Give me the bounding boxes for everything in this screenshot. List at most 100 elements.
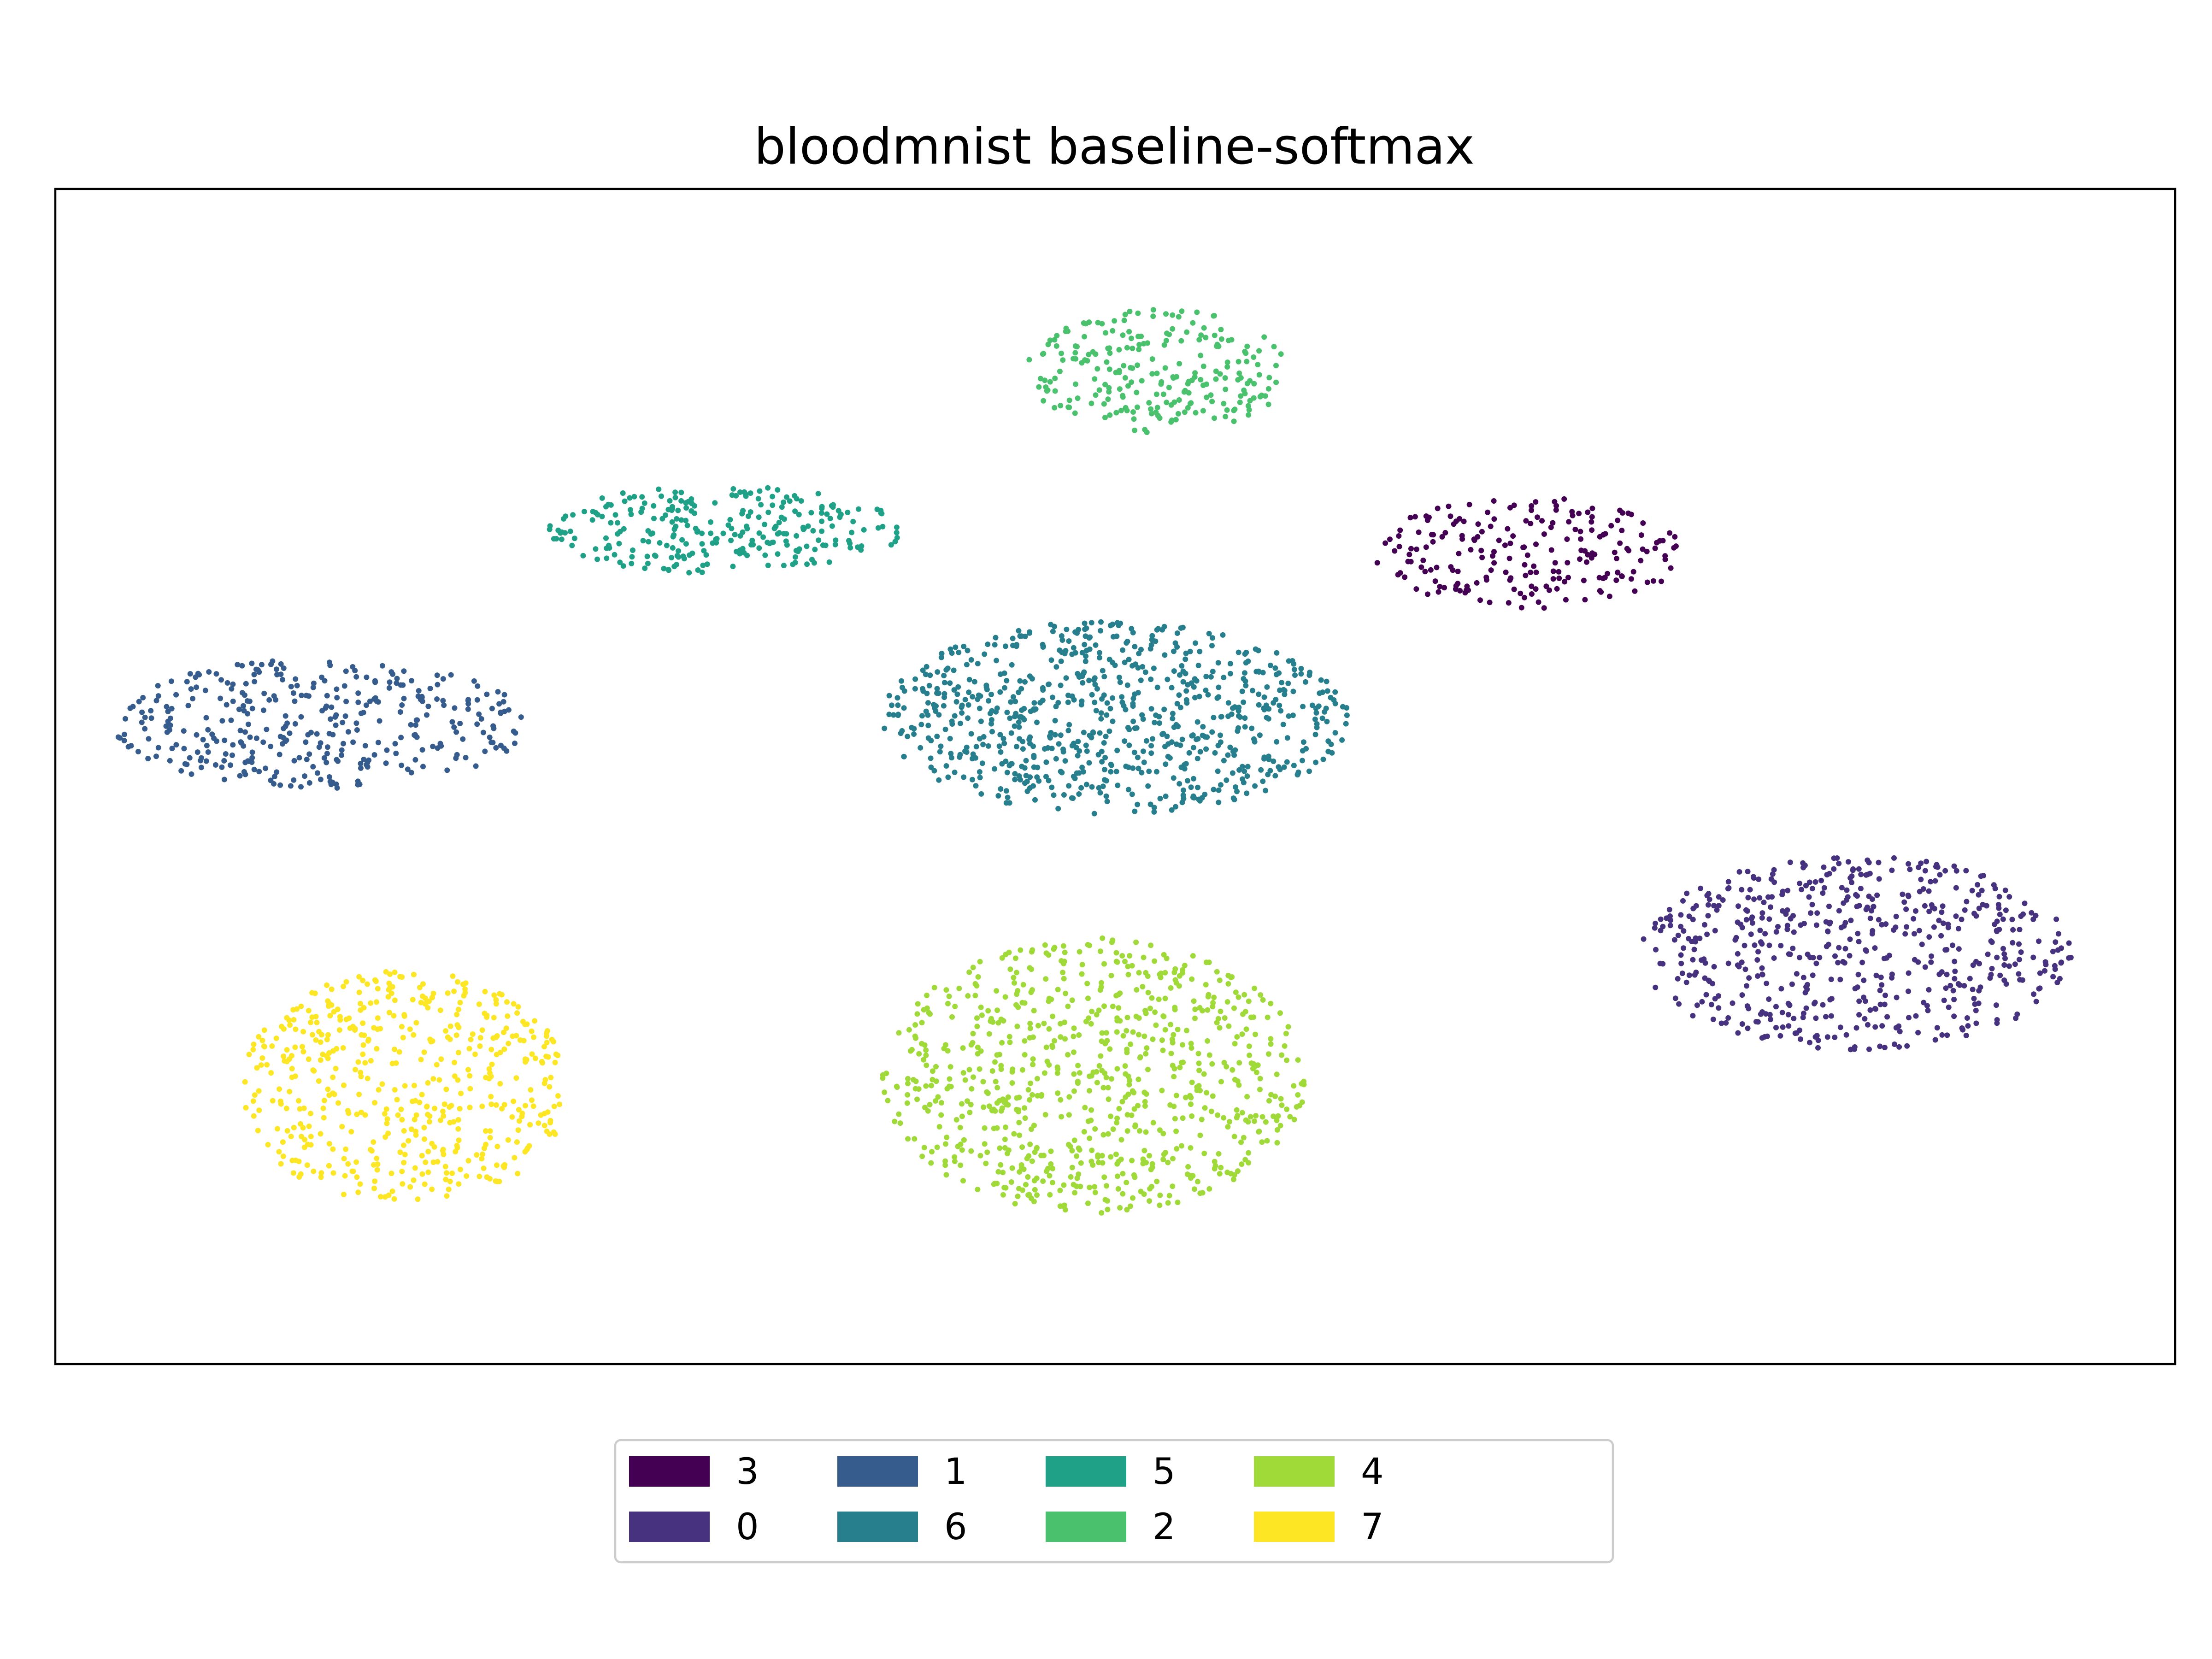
data-point (1529, 507, 1535, 513)
data-point (1140, 1156, 1146, 1162)
legend-swatch-1 (837, 1456, 918, 1487)
data-point (280, 735, 286, 741)
data-point (287, 730, 293, 736)
data-point (1209, 399, 1215, 405)
data-point (1800, 1014, 1806, 1020)
data-point (994, 1007, 1000, 1013)
data-point (997, 1052, 1002, 1058)
data-point (268, 777, 274, 783)
data-point (1133, 1013, 1139, 1019)
data-point (563, 513, 569, 519)
data-point (513, 1075, 519, 1081)
data-point (1612, 549, 1618, 555)
data-point (1058, 732, 1064, 738)
data-point (1124, 1207, 1130, 1212)
data-point (457, 1106, 463, 1112)
data-point (943, 987, 949, 993)
data-point (228, 762, 233, 768)
data-point (1053, 756, 1059, 762)
data-point (386, 980, 392, 986)
data-point (230, 742, 236, 748)
data-point (1170, 716, 1176, 722)
data-point (1227, 1119, 1232, 1125)
data-point (1291, 1083, 1297, 1089)
data-point (517, 1037, 523, 1043)
data-point (260, 739, 266, 745)
data-point (278, 671, 284, 677)
data-point (1086, 760, 1092, 766)
data-point (479, 1156, 485, 1162)
data-point (966, 1067, 972, 1073)
data-point (1016, 719, 1022, 725)
data-point (1658, 928, 1664, 934)
data-point (1015, 988, 1021, 994)
data-point (115, 734, 121, 740)
data-point (443, 1177, 449, 1182)
data-point (656, 486, 662, 492)
data-point (1692, 972, 1698, 978)
data-point (730, 486, 736, 492)
data-point (1787, 859, 1793, 865)
data-point (1157, 1127, 1163, 1133)
data-point (1065, 700, 1071, 705)
data-point (1244, 343, 1250, 349)
data-point (1763, 1011, 1769, 1017)
data-point (1130, 765, 1136, 771)
data-point (411, 1032, 417, 1038)
data-point (1640, 520, 1646, 526)
data-point (944, 1135, 950, 1141)
data-point (796, 512, 802, 518)
data-point (348, 1129, 354, 1135)
data-point (678, 489, 684, 495)
data-point (310, 684, 316, 690)
data-point (1018, 947, 1024, 953)
data-point (1832, 1035, 1838, 1040)
data-point (1058, 1097, 1064, 1103)
data-point (1212, 332, 1218, 338)
data-point (1065, 328, 1071, 334)
data-point (1787, 1002, 1793, 1008)
data-point (953, 1117, 959, 1123)
data-point (1617, 540, 1623, 546)
data-point (758, 502, 764, 508)
data-point (289, 1066, 295, 1071)
data-point (296, 1174, 302, 1180)
data-point (1979, 888, 1985, 894)
data-point (699, 570, 705, 575)
data-point (318, 1174, 324, 1180)
data-point (1271, 344, 1277, 350)
data-point (1959, 1025, 1965, 1031)
data-point (672, 494, 678, 500)
data-point (413, 1020, 419, 1026)
data-point (1425, 591, 1430, 597)
data-point (1050, 1165, 1056, 1171)
data-point (1171, 1103, 1177, 1109)
series-6 (882, 619, 1350, 817)
data-point (1170, 326, 1176, 332)
data-point (1180, 792, 1186, 798)
data-point (1212, 1159, 1218, 1165)
data-point (1165, 753, 1171, 759)
data-point (977, 769, 982, 775)
data-point (264, 726, 270, 732)
data-point (1268, 1041, 1274, 1047)
data-point (1039, 1092, 1045, 1098)
data-point (269, 1043, 275, 1049)
data-point (1739, 992, 1745, 998)
data-point (1054, 1064, 1060, 1070)
data-point (290, 690, 296, 696)
data-point (408, 1126, 414, 1132)
data-point (1928, 879, 1934, 885)
data-point (1786, 951, 1792, 957)
data-point (666, 567, 672, 573)
data-point (1024, 1156, 1030, 1161)
data-point (1195, 736, 1201, 742)
data-point (669, 555, 675, 560)
data-point (1142, 1099, 1148, 1105)
data-point (242, 1079, 248, 1085)
data-point (1745, 894, 1751, 900)
data-point (499, 1106, 505, 1112)
data-point (1273, 379, 1279, 385)
data-point (1625, 510, 1631, 516)
data-point (1180, 1042, 1186, 1048)
